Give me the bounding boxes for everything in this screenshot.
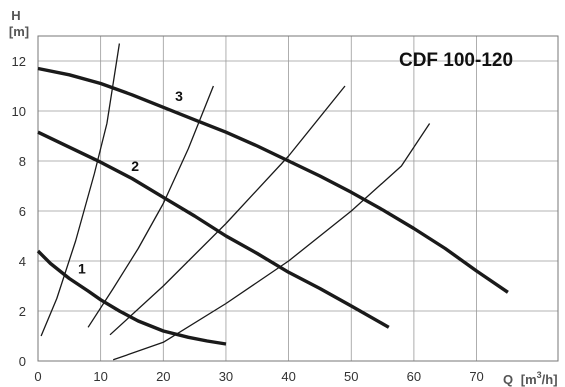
grid xyxy=(38,36,558,361)
x-axis-unit-pre: [m xyxy=(521,372,537,387)
y-tick-label: 2 xyxy=(19,304,26,319)
y-tick-label: 0 xyxy=(19,354,26,369)
y-axis-unit: [m] xyxy=(9,24,29,39)
curve-label-1: 1 xyxy=(78,261,86,277)
curves xyxy=(36,43,509,361)
pump-curve-1 xyxy=(36,249,227,346)
y-tick-label: 4 xyxy=(19,254,26,269)
x-axis-label-q: Q xyxy=(503,372,513,387)
system-curve-7 xyxy=(112,123,431,361)
system-curve-6 xyxy=(109,85,346,336)
y-tick-label: 10 xyxy=(12,104,26,119)
x-axis-label: Q [m3/h] xyxy=(503,370,558,387)
y-tick-label: 8 xyxy=(19,154,26,169)
pump-curve-2 xyxy=(37,130,390,329)
x-tick-label: 20 xyxy=(156,369,170,384)
system-curve-4 xyxy=(40,43,121,337)
x-tick-label: 10 xyxy=(93,369,107,384)
x-tick-label: 50 xyxy=(344,369,358,384)
system-curve-5 xyxy=(87,85,215,328)
x-axis-unit-sup: 3 xyxy=(537,370,542,380)
curve-labels: 1 2 3 xyxy=(78,88,183,277)
x-axis-unit-post: /h] xyxy=(542,372,558,387)
x-tick-label: 30 xyxy=(219,369,233,384)
x-tick-label: 0 xyxy=(34,369,41,384)
y-tick-label: 6 xyxy=(19,204,26,219)
curve-label-3: 3 xyxy=(175,88,183,104)
x-tick-label: 60 xyxy=(407,369,421,384)
curve-label-2: 2 xyxy=(131,158,139,174)
plot-frame xyxy=(37,35,559,362)
x-tick-label: 70 xyxy=(469,369,483,384)
chart-title: CDF 100-120 xyxy=(399,50,513,71)
x-tick-label: 40 xyxy=(281,369,295,384)
pump-curve-3 xyxy=(37,66,509,294)
y-tick-label: 12 xyxy=(12,54,26,69)
y-axis-label: H xyxy=(11,8,20,23)
